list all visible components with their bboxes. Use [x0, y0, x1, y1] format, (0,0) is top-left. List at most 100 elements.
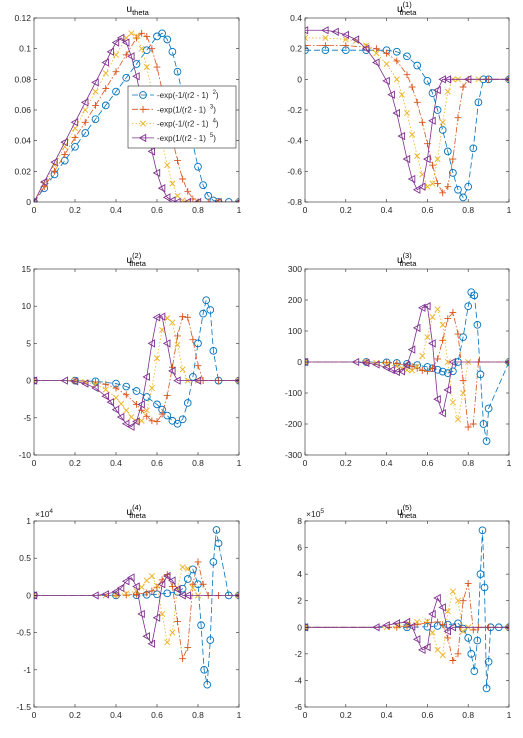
data-point: [448, 623, 457, 632]
data-point: [101, 58, 109, 67]
data-point: [123, 407, 130, 414]
data-point: [128, 30, 135, 37]
data-point: [158, 410, 166, 418]
y-tick-label: -0.6: [287, 166, 302, 176]
y-tick-label: 8: [297, 516, 302, 526]
legend-label: -exp(1/(r2 - 1) 3): [157, 104, 216, 114]
data-point: [200, 665, 209, 674]
x-tick-label: 0: [303, 205, 308, 215]
data-point: [424, 619, 431, 627]
series-2: [305, 42, 509, 197]
data-point: [143, 589, 151, 597]
data-point: [92, 381, 99, 388]
data-point: [204, 198, 212, 202]
legend-label: -exp(-1/(r2 - 1) 2): [157, 90, 219, 100]
series-line: [34, 575, 239, 645]
data-point: [184, 198, 191, 202]
data-point: [138, 406, 146, 414]
data-point: [439, 621, 447, 629]
y-tick-label: -0.5: [16, 628, 31, 638]
data-point: [137, 609, 145, 619]
data-point: [209, 346, 218, 355]
data-point: [449, 169, 457, 177]
data-point: [433, 85, 441, 95]
data-point: [433, 365, 442, 374]
data-point: [464, 423, 472, 431]
data-point: [505, 624, 509, 631]
data-point: [470, 667, 479, 675]
data-point: [91, 78, 99, 87]
x-tick-label: 0.2: [340, 205, 352, 215]
subplot-title: u(3) theta: [397, 251, 417, 268]
data-point: [429, 314, 436, 321]
data-point: [112, 384, 120, 392]
data-point: [423, 77, 432, 85]
data-point: [392, 47, 401, 56]
data-point: [454, 114, 462, 122]
data-point: [463, 75, 472, 84]
x-tick-label: 0.2: [69, 205, 81, 215]
x-tick-label: 0.6: [421, 710, 433, 720]
data-point: [189, 584, 196, 591]
data-point: [383, 359, 390, 367]
data-point: [474, 98, 483, 107]
subplot-5: 0 0.2 0.4 0.6 0.8 1 -1.5 -1 -0.5 0 0.5 1 ×104 u(4) the…: [16, 503, 241, 720]
data-point: [434, 180, 441, 187]
x-tick-label: 0.6: [421, 458, 433, 468]
data-point: [351, 357, 360, 367]
data-point: [168, 576, 176, 585]
data-point: [179, 564, 186, 571]
y-tick-label: -6: [294, 702, 302, 712]
y-exponent-label: ×104: [35, 508, 53, 519]
data-point: [122, 73, 131, 82]
legend-label: -exp(1/(r2 - 1) 5): [157, 133, 216, 143]
series-line: [305, 583, 509, 662]
data-point: [189, 336, 197, 344]
data-point: [147, 639, 156, 648]
y-tick-label: 5: [26, 338, 31, 348]
data-point: [414, 363, 421, 370]
data-point: [169, 319, 176, 326]
data-point: [398, 91, 405, 98]
data-point: [443, 385, 451, 395]
data-point: [373, 45, 380, 53]
data-point: [484, 657, 493, 666]
data-point: [372, 58, 380, 67]
data-point: [111, 405, 120, 414]
data-point: [82, 106, 89, 114]
x-tick-label: 0.4: [110, 458, 122, 468]
data-point: [143, 412, 151, 420]
data-point: [133, 33, 140, 40]
y-tick-label: 1: [26, 516, 31, 526]
x-tick-label: 0: [32, 458, 37, 468]
series-line: [305, 305, 509, 415]
data-point: [122, 391, 130, 399]
series-line: [305, 37, 509, 188]
data-point: [361, 44, 370, 53]
data-point: [479, 420, 488, 428]
data-point: [459, 83, 467, 91]
data-point: [448, 357, 457, 367]
data-point: [202, 296, 211, 305]
x-tick-label: 0.8: [192, 205, 204, 215]
data-point: [470, 291, 479, 300]
data-point: [91, 383, 99, 393]
data-point: [234, 199, 239, 202]
data-point: [106, 47, 115, 56]
y-tick-label: -100: [285, 388, 302, 398]
data-point: [199, 309, 207, 318]
y-tick-label: -0.8: [287, 197, 302, 207]
data-point: [424, 618, 431, 625]
data-point: [464, 302, 473, 311]
data-point: [118, 400, 125, 407]
subplot-title: u(2) theta: [127, 251, 147, 268]
data-point: [91, 115, 100, 124]
data-point: [183, 197, 191, 202]
data-point: [169, 629, 176, 636]
data-point: [305, 34, 309, 41]
data-point: [433, 593, 441, 603]
data-point: [164, 639, 171, 646]
x-tick-label: 0.2: [340, 458, 352, 468]
data-point: [429, 629, 436, 636]
x-tick-label: 0: [32, 205, 37, 215]
